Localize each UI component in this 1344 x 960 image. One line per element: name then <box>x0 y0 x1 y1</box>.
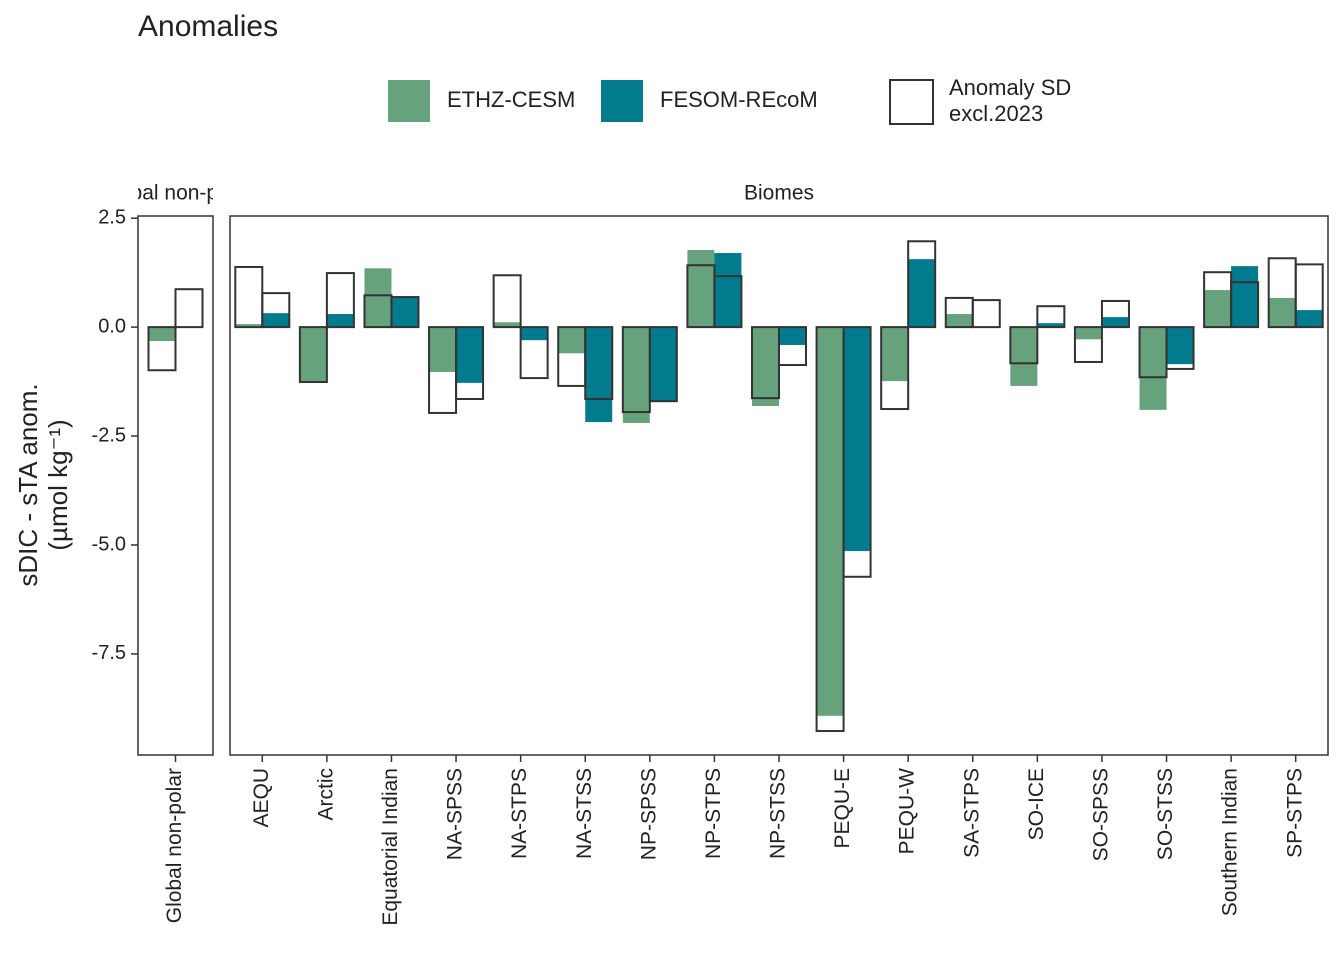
x-tick-label: NA-STPS <box>508 768 531 859</box>
bar <box>456 327 484 383</box>
sd-box <box>1009 326 1039 365</box>
x-tick-label: NP-STPS <box>702 768 725 859</box>
sd-box <box>519 326 549 380</box>
bar <box>262 313 290 328</box>
x-tick-label: PEQU-W <box>896 768 919 855</box>
bar <box>558 327 586 354</box>
legend-swatch <box>889 79 934 125</box>
legend-label: excl.2023 <box>949 101 1043 126</box>
bar <box>1204 290 1232 328</box>
x-tick-label: NP-STSS <box>767 768 790 859</box>
sd-box <box>907 240 937 329</box>
bar <box>326 314 354 328</box>
chart-title: Anomalies <box>138 10 278 43</box>
sd-box <box>1230 281 1260 329</box>
sd-box <box>842 326 872 578</box>
sd-box <box>174 288 204 329</box>
sd-box <box>713 275 743 329</box>
x-tick-label: Arctic <box>314 768 337 821</box>
bar <box>945 314 973 328</box>
bar <box>585 327 613 423</box>
bar <box>1139 327 1167 410</box>
y-axis-label: sDIC - sTA anom. <box>13 383 43 586</box>
bar <box>881 327 909 382</box>
bar <box>843 327 871 552</box>
y-tick-label: -7.5 <box>92 642 126 664</box>
x-tick-label: SO-ICE <box>1025 768 1048 840</box>
sd-box <box>390 296 420 329</box>
bar <box>148 327 176 342</box>
y-tick-label: 2.5 <box>98 206 126 228</box>
sd-box <box>1165 326 1195 370</box>
bar <box>816 327 844 716</box>
x-tick-label: SA-STPS <box>960 768 983 858</box>
bar <box>908 259 936 328</box>
sd-box <box>971 299 1001 329</box>
y-tick-label: 0.0 <box>98 315 126 337</box>
x-tick-label: AEQU <box>250 768 273 828</box>
sd-box <box>1073 326 1103 363</box>
legend-label: FESOM-REcoM <box>660 87 818 112</box>
bar <box>1010 327 1038 386</box>
sd-box <box>1100 299 1130 329</box>
sd-box <box>492 274 522 329</box>
bar <box>752 327 779 406</box>
bar <box>520 327 548 341</box>
bar <box>493 322 521 328</box>
x-tick-label: NA-SPSS <box>444 768 467 860</box>
panel-border <box>137 215 214 756</box>
bar <box>1166 327 1194 365</box>
x-tick-label: NP-SPSS <box>637 768 660 860</box>
bar <box>1231 266 1259 328</box>
bar <box>1074 327 1102 340</box>
strip-label: Biomes <box>744 182 814 205</box>
bar <box>714 253 742 328</box>
bar <box>364 268 392 328</box>
bar <box>1295 310 1323 328</box>
x-tick-label: Southern Indian <box>1219 768 1242 916</box>
x-tick-label: SO-SPSS <box>1089 768 1112 861</box>
sd-box <box>325 272 355 329</box>
strip-label: Global non-polar <box>98 182 253 205</box>
sd-box <box>455 326 485 401</box>
x-tick-label: PEQU-E <box>831 768 854 849</box>
legend-label: Anomaly SD <box>949 75 1071 100</box>
sd-box <box>584 326 614 401</box>
sd-box <box>298 326 328 384</box>
bar <box>622 327 650 423</box>
y-tick-label: -2.5 <box>92 424 126 446</box>
bar <box>391 297 419 328</box>
x-tick-label: SP-STPS <box>1283 768 1306 858</box>
sd-box <box>147 326 177 372</box>
x-tick-label: SO-STSS <box>1154 768 1177 860</box>
sd-box <box>1036 305 1066 329</box>
sd-box <box>880 326 910 411</box>
bar <box>779 327 806 345</box>
sd-box <box>778 326 807 367</box>
bar <box>1101 317 1129 328</box>
legend-label: ETHZ-CESM <box>447 87 575 112</box>
sd-box <box>261 292 291 329</box>
bar <box>649 327 677 402</box>
sd-box <box>234 265 264 329</box>
sd-box <box>1294 263 1324 329</box>
bar <box>1037 323 1065 328</box>
sd-box <box>648 326 678 403</box>
bar <box>429 327 457 372</box>
bar <box>687 249 715 328</box>
x-tick-label: Equatorial Indian <box>379 768 402 926</box>
x-tick-label: Global non-polar <box>163 768 186 923</box>
x-tick-label: NA-STSS <box>573 768 596 859</box>
y-axis-label: (µmol kg⁻¹) <box>43 419 73 550</box>
legend-swatch <box>388 80 430 122</box>
legend-swatch <box>601 80 643 122</box>
bar <box>299 327 327 383</box>
y-tick-label: -5.0 <box>92 533 126 555</box>
panel-border <box>229 215 1329 756</box>
bar <box>1268 297 1296 328</box>
bar <box>235 324 263 328</box>
